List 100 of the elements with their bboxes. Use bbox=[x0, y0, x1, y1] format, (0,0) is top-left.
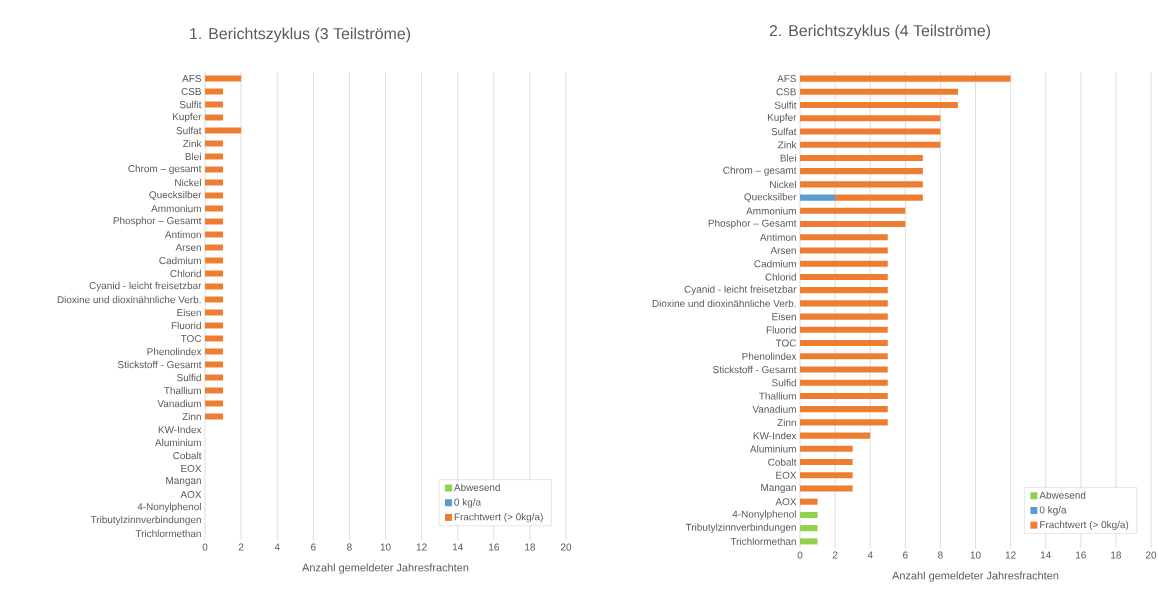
bar bbox=[800, 273, 888, 280]
y-tick-label: Antimon bbox=[759, 233, 796, 241]
bar bbox=[800, 326, 888, 333]
y-tick-label: KW-Index bbox=[158, 425, 202, 434]
y-tick-label: Eisen bbox=[772, 312, 796, 321]
bar bbox=[800, 538, 818, 545]
y-tick-label: Vanadium bbox=[752, 405, 796, 413]
y-tick-label: Nickel bbox=[770, 180, 796, 189]
legend-label: Abwesend bbox=[453, 483, 500, 491]
x-tick-label: 12 bbox=[416, 543, 427, 551]
y-tick-label: Mangan bbox=[761, 484, 796, 493]
y-tick-label: Eisen bbox=[177, 308, 201, 317]
y-tick-label: EOX bbox=[776, 471, 797, 479]
x-tick-label: 14 bbox=[1040, 551, 1051, 559]
y-tick-label: Thallium bbox=[164, 386, 201, 395]
bar bbox=[800, 194, 836, 201]
y-tick-label: CSB bbox=[776, 88, 796, 96]
x-tick-label: 12 bbox=[1005, 551, 1016, 559]
y-tick-label: Phosphor – Gesamt bbox=[708, 219, 797, 229]
y-tick-label: Chrom – gesamt bbox=[128, 164, 202, 175]
y-tick-label: Dioxine und dioxinähnliche Verb. bbox=[57, 295, 201, 304]
chart-title: 1. Berichtszyklus (3 Teilströme) bbox=[190, 27, 411, 43]
legend-label: Frachtwert (> 0kg/a) bbox=[1040, 520, 1129, 531]
y-tick-label: Tributylzinnverbindungen bbox=[90, 515, 201, 526]
bar bbox=[800, 300, 888, 307]
x-tick-label: 0 bbox=[797, 551, 803, 559]
y-tick-label: Fluorid bbox=[171, 321, 201, 330]
y-tick-label: Blei bbox=[780, 154, 796, 162]
y-tick-label: Sulfat bbox=[771, 127, 797, 136]
bar bbox=[800, 511, 818, 518]
bar bbox=[800, 234, 888, 241]
y-tick-label: Blei bbox=[185, 152, 201, 161]
x-tick-label: 18 bbox=[525, 543, 536, 551]
y-tick-label: Vanadium bbox=[157, 399, 201, 408]
y-tick-label: Antimon bbox=[164, 230, 201, 239]
y-tick-label: Thallium bbox=[759, 392, 796, 400]
legend-label: Abwesend bbox=[1039, 491, 1086, 499]
bar bbox=[800, 154, 923, 161]
x-tick-label: 10 bbox=[380, 543, 391, 551]
bar bbox=[800, 340, 888, 347]
bar bbox=[800, 128, 941, 135]
bar bbox=[800, 366, 888, 373]
y-tick-label: AFS bbox=[777, 75, 797, 83]
bar bbox=[800, 141, 941, 148]
y-tick-label: Sulfid bbox=[177, 373, 201, 382]
y-tick-label: Chlorid bbox=[765, 273, 796, 281]
y-tick-label: Kupfer bbox=[172, 112, 202, 123]
y-tick-label: CSB bbox=[181, 87, 201, 96]
y-tick-label: Cyanid - leicht freisetzbar bbox=[684, 285, 797, 295]
bar bbox=[800, 406, 888, 413]
y-tick-label: AOX bbox=[775, 498, 797, 506]
y-tick-label: Quecksilber bbox=[149, 190, 202, 201]
legend-label: Frachtwert (> 0kg/a) bbox=[454, 513, 543, 523]
x-tick-label: 4 bbox=[274, 543, 280, 551]
y-tick-label: Mangan bbox=[166, 477, 201, 486]
y-tick-label: Ammonium bbox=[746, 207, 796, 215]
y-tick-label: Cobalt bbox=[768, 458, 797, 466]
y-tick-label: AFS bbox=[182, 74, 202, 83]
bar bbox=[800, 287, 888, 294]
y-tick-label: Tributylzinnverbindungen bbox=[685, 523, 796, 533]
bar bbox=[800, 445, 853, 452]
y-tick-label: Chlorid bbox=[170, 269, 201, 278]
x-tick-label: 10 bbox=[970, 551, 981, 559]
x-tick-label: 16 bbox=[489, 543, 499, 551]
bar bbox=[800, 379, 888, 386]
y-tick-label: Dioxine und dioxinähnliche Verb. bbox=[652, 299, 796, 308]
y-tick-label: Phenolindex bbox=[742, 352, 797, 360]
x-tick-label: 14 bbox=[452, 543, 463, 551]
bar bbox=[800, 88, 958, 95]
y-tick-label: Arsen bbox=[770, 247, 796, 254]
y-tick-label: Zink bbox=[182, 139, 202, 148]
bar bbox=[800, 221, 906, 228]
legend-label: 0 kg/a bbox=[1039, 506, 1067, 516]
y-tick-label: Ammonium bbox=[151, 204, 201, 213]
y-tick-label: Arsen bbox=[175, 244, 201, 251]
y-tick-label: Sulfit bbox=[774, 101, 797, 109]
x-tick-label: 2 bbox=[832, 551, 838, 559]
bar bbox=[835, 194, 923, 201]
y-tick-label: Sulfid bbox=[772, 379, 796, 387]
x-axis-title: Anzahl gemeldeter Jahresfrachten bbox=[892, 571, 1059, 582]
bar bbox=[800, 392, 888, 399]
bar bbox=[800, 472, 853, 479]
bar bbox=[800, 102, 958, 109]
y-tick-label: Cyanid - leicht freisetzbar bbox=[89, 281, 202, 292]
x-tick-label: 2 bbox=[238, 543, 244, 551]
y-tick-label: Cobalt bbox=[173, 451, 202, 460]
x-tick-label: 8 bbox=[938, 551, 943, 559]
y-tick-label: Stickstoff - Gesamt bbox=[117, 360, 202, 369]
y-tick-label: Phosphor – Gesamt bbox=[113, 216, 202, 227]
y-tick-label: Zinn bbox=[777, 418, 796, 426]
bar bbox=[800, 498, 818, 505]
x-tick-label: 4 bbox=[867, 551, 873, 559]
y-tick-label: Cadmium bbox=[159, 256, 201, 265]
y-tick-label: Stickstoff - Gesamt bbox=[712, 365, 797, 374]
y-tick-label: Kupfer bbox=[767, 113, 797, 123]
x-tick-label: 16 bbox=[1076, 551, 1086, 559]
y-tick-label: Sulfat bbox=[176, 126, 202, 135]
bar bbox=[800, 525, 818, 532]
x-tick-label: 18 bbox=[1111, 551, 1122, 559]
y-tick-label: Trichlormethan bbox=[730, 537, 796, 546]
